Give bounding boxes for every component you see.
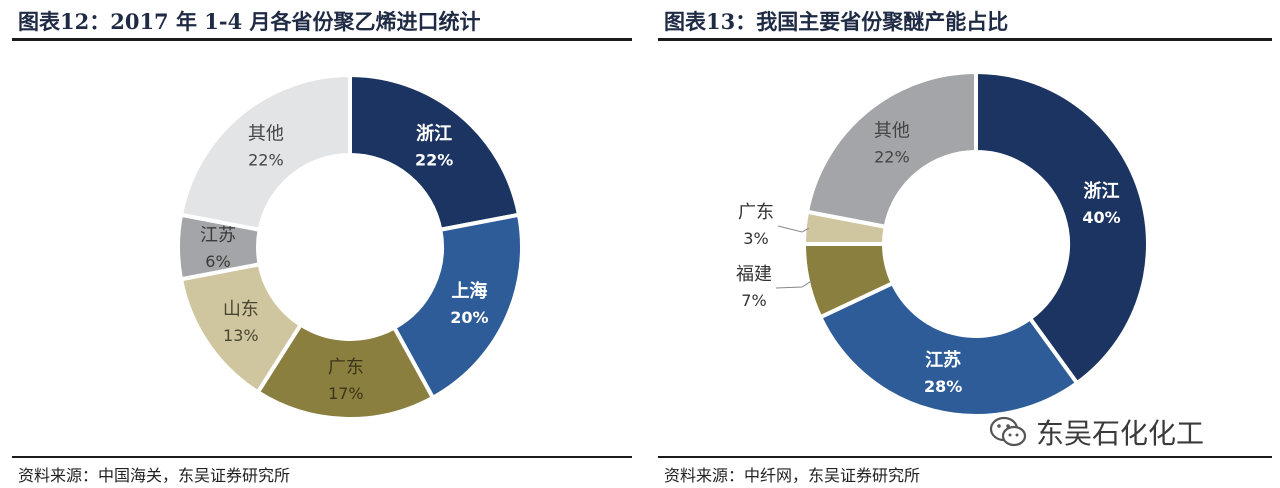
slice-value-label: 22% xyxy=(874,147,910,166)
slice-label: 其他 xyxy=(248,123,284,144)
slice-value-label: 3% xyxy=(743,229,768,248)
slice-上海 xyxy=(391,212,524,401)
chart-title: 图表12：2017 年 1-4 月各省份聚乙烯进口统计 xyxy=(18,9,481,34)
slice-其他 xyxy=(178,72,352,233)
slice-label: 浙江 xyxy=(1084,180,1120,202)
slice-label: 广东 xyxy=(738,202,774,223)
leader-line xyxy=(777,225,809,233)
slice-value-label: 17% xyxy=(328,384,364,403)
slice-label: 江苏 xyxy=(925,349,961,371)
slice-label: 福建 xyxy=(736,264,772,285)
slice-label: 上海 xyxy=(451,280,487,302)
slice-value-label: 22% xyxy=(415,150,453,169)
donut-chart-12: 浙江 22% 上海 20% 广东 17% 山东 13% 江苏 6% 其他 22% xyxy=(176,72,524,421)
chart-panel-12: 图表12：2017 年 1-4 月各省份聚乙烯进口统计 浙江 22% 上海 20% 广东… xyxy=(12,0,632,488)
slice-label: 广东 xyxy=(328,357,364,378)
slice-value-label: 22% xyxy=(248,150,284,169)
slice-value-label: 7% xyxy=(741,291,766,310)
leader-line xyxy=(775,280,813,289)
slice-label: 其他 xyxy=(874,120,910,141)
source-rule xyxy=(658,456,1272,458)
watermark-text: 东吴石化化工 xyxy=(1036,417,1205,450)
source-rule xyxy=(12,456,632,458)
slice-value-label: 40% xyxy=(1082,208,1120,227)
slice-value-label: 20% xyxy=(450,308,488,327)
slice-value-label: 6% xyxy=(205,252,230,271)
slice-value-label: 28% xyxy=(924,377,962,396)
donut-chart-13: 浙江 40% 江苏 28% 福建 7% 广东 3% 其他 22% xyxy=(736,69,1150,418)
chart-source: 资料来源：中国海关，东吴证券研究所 xyxy=(18,466,291,485)
slice-浙江 xyxy=(974,69,1150,386)
watermark: 东吴石化化工 xyxy=(988,412,1204,452)
slice-value-label: 13% xyxy=(223,326,259,345)
slice-江苏 xyxy=(817,280,1080,418)
title-rule xyxy=(658,38,1272,41)
slice-浙江 xyxy=(348,72,522,233)
slice-其他 xyxy=(804,69,978,230)
chart-panel-13: 图表13：我国主要省份聚醚产能占比 浙江 40% 江苏 28% 福建 7% 广东 3% 其他 22… xyxy=(658,0,1272,488)
chart-title: 图表13：我国主要省份聚醚产能占比 xyxy=(664,9,1009,34)
slice-label: 山东 xyxy=(223,299,259,320)
chart-source: 资料来源：中纤网，东吴证券研究所 xyxy=(664,466,921,485)
wechat-icon xyxy=(989,416,1027,447)
slice-label: 江苏 xyxy=(200,225,236,246)
slice-label: 浙江 xyxy=(416,122,452,144)
title-rule xyxy=(12,38,632,41)
